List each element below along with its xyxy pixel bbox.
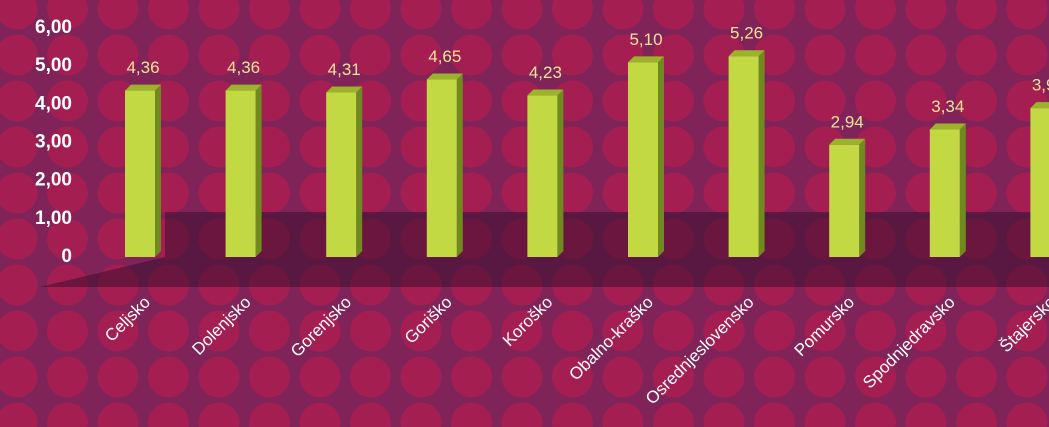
bar-side xyxy=(859,138,866,257)
value-label: 4,23 xyxy=(529,63,562,82)
value-label: 2,94 xyxy=(831,112,864,131)
bar-top xyxy=(125,84,161,91)
bar-top xyxy=(628,56,664,63)
y-tick-label: 1,00 xyxy=(35,208,72,229)
value-label: 4,36 xyxy=(126,58,159,77)
value-label: 4,31 xyxy=(328,60,361,79)
bar-side xyxy=(456,73,463,258)
bar xyxy=(829,144,860,257)
bar xyxy=(628,62,658,257)
bar-side xyxy=(155,84,161,258)
bar-side xyxy=(758,50,765,257)
bar xyxy=(326,92,357,257)
bar-top xyxy=(1030,102,1049,109)
bar xyxy=(929,129,960,257)
value-label: 3,90 xyxy=(1032,76,1049,95)
y-tick-label: 6,00 xyxy=(35,17,72,38)
bar xyxy=(225,90,256,258)
bar xyxy=(125,90,155,258)
bar-top xyxy=(527,89,564,96)
y-tick-label: 2,00 xyxy=(35,170,72,191)
bar-top xyxy=(326,86,363,93)
bar xyxy=(426,79,457,258)
bar-side xyxy=(658,56,664,257)
bar-side xyxy=(959,123,966,257)
bar-side xyxy=(255,84,262,258)
bar-top xyxy=(426,73,463,80)
bar-side xyxy=(557,89,564,258)
value-label: 4,65 xyxy=(428,47,461,66)
bar-top xyxy=(728,50,765,57)
y-tick-label: 4,00 xyxy=(35,93,72,114)
value-label: 3,34 xyxy=(931,97,964,116)
bar xyxy=(1030,108,1049,258)
bar-side xyxy=(356,86,363,257)
bar-top xyxy=(929,123,966,130)
y-tick-label: 3,00 xyxy=(35,132,72,153)
value-label: 4,36 xyxy=(227,58,260,77)
bar xyxy=(527,95,558,258)
y-tick-label: 0 xyxy=(61,246,72,267)
bar-top xyxy=(829,138,866,145)
value-label: 5,26 xyxy=(730,24,763,43)
y-tick-label: 5,00 xyxy=(35,55,72,76)
value-label: 5,10 xyxy=(629,30,662,49)
bar-top xyxy=(225,84,262,91)
bar xyxy=(728,56,759,257)
